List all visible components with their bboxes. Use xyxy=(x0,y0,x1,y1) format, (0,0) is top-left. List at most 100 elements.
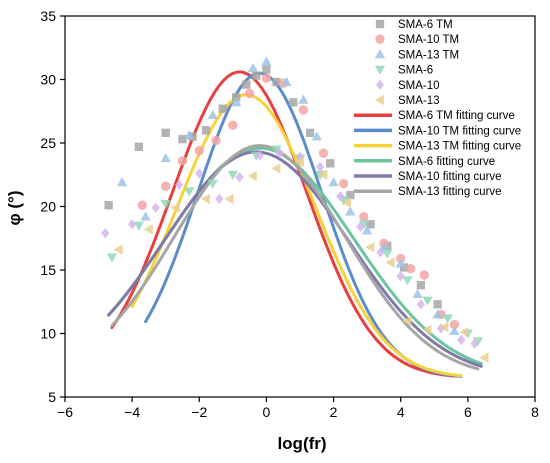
data-point-series-3 xyxy=(449,325,460,335)
fitting-curve-6 xyxy=(110,144,480,371)
data-point-series-4 xyxy=(160,200,171,210)
data-point-series-5 xyxy=(396,271,405,282)
legend-marker xyxy=(374,49,386,59)
data-point-series-5 xyxy=(195,168,204,179)
data-point-series-3 xyxy=(184,130,195,140)
legend-item: SMA-6 TM fitting curve xyxy=(354,110,515,122)
legend-item: SMA-13 TM xyxy=(374,49,459,61)
data-point-series-5 xyxy=(295,151,305,163)
data-point-series-1 xyxy=(161,128,170,137)
legend-marker xyxy=(374,65,386,75)
y-tick-label: 5 xyxy=(48,389,56,405)
data-point-series-3 xyxy=(395,258,406,268)
legend-label: SMA-13 fitting curve xyxy=(398,186,502,198)
y-tick-label: 25 xyxy=(40,135,56,151)
data-point-series-3 xyxy=(361,225,373,235)
data-point-series-5 xyxy=(151,202,160,213)
data-point-series-5 xyxy=(436,323,446,334)
data-point-series-1 xyxy=(104,201,113,210)
x-axis-title: log(fr) xyxy=(277,434,326,453)
data-point-series-3 xyxy=(328,177,339,187)
data-point-series-4 xyxy=(402,276,413,286)
legend-item: SMA-6 fitting curve xyxy=(354,156,495,168)
data-point-series-4 xyxy=(106,253,118,263)
data-point-series-1 xyxy=(326,159,335,168)
data-point-series-2 xyxy=(244,88,255,99)
data-point-series-3 xyxy=(160,153,171,163)
data-point-series-5 xyxy=(215,193,224,205)
data-point-series-6 xyxy=(247,170,257,182)
legend-label: SMA-6 fitting curve xyxy=(398,156,495,168)
data-point-series-5 xyxy=(336,191,345,202)
data-point-series-6 xyxy=(341,197,351,208)
y-tick-label: 30 xyxy=(40,72,56,88)
legend: SMA-6 TM SMA-10 TM SMA-13 TM SMA-6 SMA-10 SMA… xyxy=(354,19,521,198)
data-point-series-4 xyxy=(184,187,195,197)
data-point-series-2 xyxy=(228,120,238,130)
y-tick-label: 20 xyxy=(40,199,56,215)
x-tick-label: 2 xyxy=(330,404,338,420)
x-tick-label: 8 xyxy=(531,404,539,420)
data-point-series-3 xyxy=(207,109,218,119)
y-axis-title: φ (°) xyxy=(5,190,24,225)
data-point-series-6 xyxy=(170,202,180,213)
data-point-series-3 xyxy=(412,288,423,299)
data-point-series-4 xyxy=(133,221,145,231)
legend-label: SMA-13 TM fitting curve xyxy=(398,141,521,153)
data-point-series-2 xyxy=(338,178,349,189)
data-point-series-2 xyxy=(194,145,204,156)
data-point-series-2 xyxy=(419,270,429,280)
data-point-series-1 xyxy=(346,190,355,200)
data-point-series-4 xyxy=(382,249,393,259)
x-tick-label: −6 xyxy=(57,404,73,420)
data-point-series-5 xyxy=(376,247,385,258)
legend-item: SMA-6 TM xyxy=(375,19,453,31)
data-point-series-6 xyxy=(113,244,123,255)
data-point-series-6 xyxy=(402,315,412,326)
y-tick-label: 10 xyxy=(40,326,56,342)
data-point-series-6 xyxy=(294,156,304,168)
data-point-series-2 xyxy=(161,181,171,191)
data-point-series-2 xyxy=(449,319,460,330)
y-tick-label: 15 xyxy=(40,262,56,278)
y-tick-label: 35 xyxy=(40,8,56,24)
data-point-series-5 xyxy=(275,147,285,159)
legend-label: SMA-10 TM xyxy=(398,34,459,46)
data-point-series-5 xyxy=(456,334,466,346)
data-point-series-6 xyxy=(200,193,210,205)
data-point-series-3 xyxy=(432,309,443,319)
data-point-series-5 xyxy=(255,150,264,161)
legend-marker xyxy=(375,34,385,44)
data-point-series-5 xyxy=(174,179,184,191)
data-point-series-1 xyxy=(134,142,144,151)
legend-label: SMA-6 TM xyxy=(398,19,453,31)
data-point-series-6 xyxy=(439,321,449,333)
data-point-series-1 xyxy=(272,77,281,87)
data-point-series-1 xyxy=(201,126,211,135)
legend-item: SMA-13 TM fitting curve xyxy=(354,141,521,153)
data-point-series-4 xyxy=(207,179,218,189)
data-point-series-3 xyxy=(345,206,356,216)
data-point-series-5 xyxy=(315,161,325,173)
axes: −6 −4 −2 0 2 4 6 8 5 10 15 20 25 30 35 xyxy=(40,8,539,420)
data-point-series-6 xyxy=(385,257,395,268)
legend-label: SMA-13 xyxy=(398,95,440,107)
data-point-series-5 xyxy=(101,227,110,239)
data-point-series-3 xyxy=(116,177,128,187)
data-point-series-6 xyxy=(479,352,489,363)
data-point-series-6 xyxy=(271,163,281,174)
data-point-series-4 xyxy=(227,170,239,180)
data-point-series-3 xyxy=(231,97,242,107)
data-point-series-1 xyxy=(218,104,227,113)
data-point-series-2 xyxy=(318,148,329,158)
data-point-series-4 xyxy=(422,296,433,306)
legend-marker xyxy=(374,94,384,106)
legend-item: SMA-13 xyxy=(374,94,440,107)
data-point-series-6 xyxy=(365,241,375,253)
data-point-series-2 xyxy=(359,211,369,222)
x-tick-label: 0 xyxy=(263,404,271,420)
data-point-series-6 xyxy=(459,327,469,338)
legend-item: SMA-13 fitting curve xyxy=(354,186,502,198)
data-point-series-6 xyxy=(318,169,328,180)
